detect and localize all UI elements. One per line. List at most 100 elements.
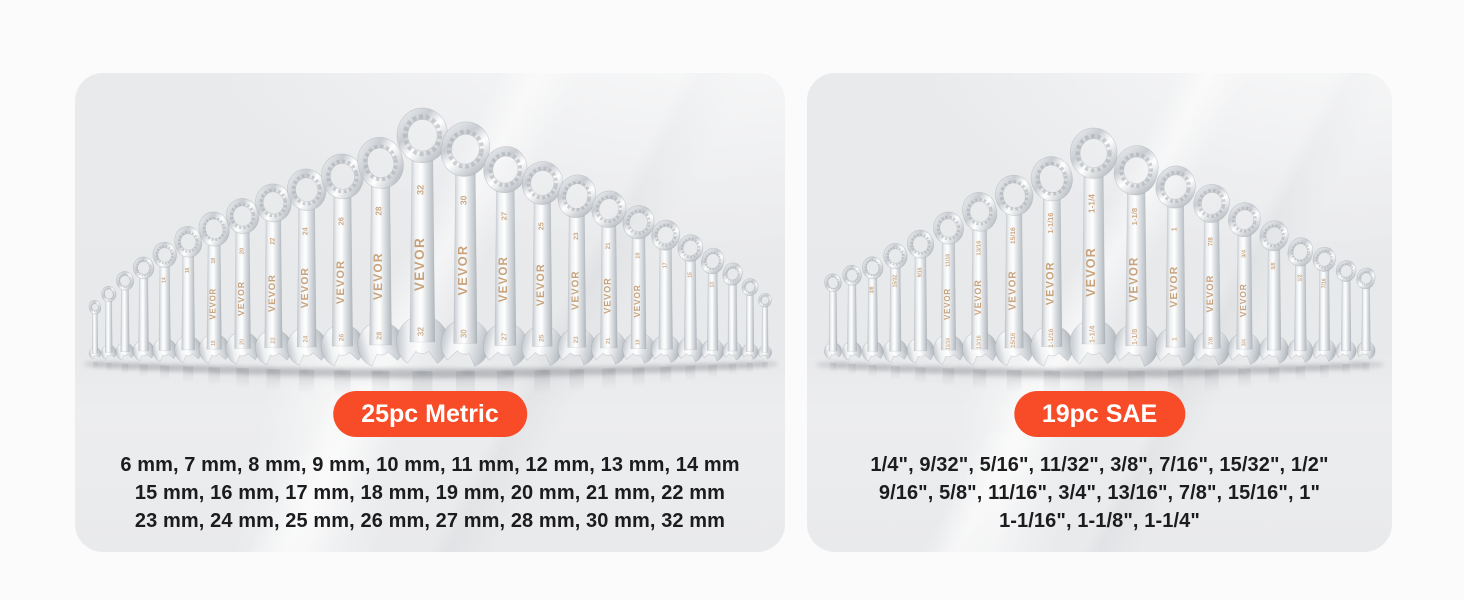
wrench: 19 VEVOR 19 (607, 202, 671, 387)
svg-text:VEVOR: VEVOR (456, 245, 470, 296)
sae-wrenches-svg: 3/815/329/1611/16VEVOR11/1613/16VEVOR13/… (807, 73, 1385, 400)
svg-text:1/2: 1/2 (1297, 274, 1303, 281)
svg-text:28: 28 (375, 206, 384, 215)
svg-text:28: 28 (375, 332, 384, 340)
wrench: 15 (665, 232, 716, 381)
svg-text:11/16: 11/16 (946, 338, 952, 350)
svg-text:1: 1 (1171, 227, 1179, 231)
svg-text:1-1/8: 1-1/8 (1130, 207, 1139, 225)
svg-text:30: 30 (459, 329, 468, 338)
svg-text:VEVOR: VEVOR (570, 271, 581, 311)
svg-text:22: 22 (270, 337, 276, 343)
metric-badge: 25pc Metric (333, 391, 527, 437)
svg-text:24: 24 (303, 227, 310, 235)
svg-text:VEVOR: VEVOR (535, 263, 547, 306)
svg-text:21: 21 (605, 242, 612, 249)
wrench: 20 VEVOR 20 (209, 195, 276, 389)
svg-text:3/8: 3/8 (870, 286, 876, 293)
svg-text:26: 26 (336, 217, 345, 225)
svg-text:VEVOR: VEVOR (498, 256, 510, 302)
svg-text:15/16: 15/16 (1010, 227, 1017, 244)
wrench (734, 277, 767, 373)
wrench: 9/16 (894, 228, 948, 384)
svg-text:3/4: 3/4 (1241, 249, 1247, 258)
sae-size-list: 1/4", 9/32", 5/16", 11/32", 3/8", 7/16",… (807, 451, 1392, 535)
wrench: 22 VEVOR 22 (237, 180, 310, 391)
sae-wrench-illustration: 3/8 15/32 9/16 11/16 VEVOR 11/16 13/16 VEVOR 13/… (807, 73, 1392, 552)
svg-text:17: 17 (663, 262, 669, 268)
svg-text:VEVOR: VEVOR (209, 288, 218, 320)
svg-text:5/8: 5/8 (1271, 262, 1277, 269)
wrench: 13/16 VEVOR 13/16 (945, 189, 1015, 390)
metric-size-list: 6 mm, 7 mm, 8 mm, 9 mm, 10 mm, 11 mm, 12… (75, 451, 785, 535)
svg-text:13/16: 13/16 (977, 335, 983, 349)
svg-text:13/16: 13/16 (977, 240, 983, 256)
wrench: 5/8 (1245, 218, 1303, 385)
svg-text:VEVOR: VEVOR (335, 260, 347, 304)
svg-text:9/16: 9/16 (918, 267, 924, 277)
wrench: 1/2 (1276, 235, 1326, 382)
svg-text:32: 32 (415, 327, 425, 337)
svg-text:18: 18 (211, 258, 217, 264)
svg-text:19: 19 (636, 339, 642, 345)
svg-text:20: 20 (240, 248, 246, 254)
svg-text:13: 13 (710, 282, 716, 288)
svg-text:VEVOR: VEVOR (1205, 275, 1216, 313)
sae-badge: 19pc SAE (1013, 391, 1186, 437)
svg-text:25: 25 (538, 334, 545, 342)
svg-text:25: 25 (536, 222, 545, 230)
metric-size-line-1: 6 mm, 7 mm, 8 mm, 9 mm, 10 mm, 11 mm, 12… (120, 454, 740, 476)
svg-text:3/4: 3/4 (1241, 339, 1247, 346)
wrench: 25 VEVOR 25 (501, 157, 584, 395)
sae-size-line-3: 1-1/16", 1-1/8", 1-1/4" (999, 510, 1200, 532)
svg-text:VEVOR: VEVOR (267, 274, 278, 312)
wrench: 18 VEVOR 18 (184, 209, 245, 386)
svg-text:16: 16 (185, 267, 191, 273)
wrench (1348, 266, 1385, 374)
svg-text:VEVOR: VEVOR (1008, 270, 1019, 310)
metric-wrench-illustration: 14 16 18 VEVOR 18 20 VEVOR 20 22 VEVOR 22 24 VEVOR 24… (75, 73, 785, 552)
svg-text:VEVOR: VEVOR (943, 288, 952, 320)
wrench: 3/4 VEVOR 3/4 (1212, 199, 1277, 389)
svg-text:1-1/16: 1-1/16 (1048, 328, 1055, 347)
metric-wrenches-svg: 141618VEVOR1820VEVOR2022VEVOR2224VEVOR24… (75, 73, 779, 403)
wrench: 24 VEVOR 24 (267, 165, 347, 394)
svg-text:7/16: 7/16 (1321, 278, 1327, 288)
svg-text:15/32: 15/32 (892, 275, 898, 288)
wrench (83, 299, 107, 370)
wrench: 23 VEVOR 23 (539, 171, 615, 393)
metric-size-line-2: 15 mm, 16 mm, 17 mm, 18 mm, 19 mm, 20 mm… (134, 482, 726, 504)
svg-text:VEVOR: VEVOR (236, 281, 246, 316)
svg-text:7/8: 7/8 (1209, 336, 1215, 345)
svg-text:30: 30 (458, 195, 468, 205)
svg-text:26: 26 (338, 334, 345, 342)
svg-text:19: 19 (636, 252, 642, 258)
svg-text:15: 15 (687, 272, 693, 278)
svg-text:1-1/4: 1-1/4 (1088, 325, 1097, 343)
svg-text:1-1/16: 1-1/16 (1046, 213, 1055, 234)
svg-text:7/8: 7/8 (1208, 237, 1215, 246)
svg-text:20: 20 (240, 339, 246, 345)
svg-text:18: 18 (211, 340, 217, 346)
svg-text:23: 23 (573, 232, 580, 240)
svg-text:VEVOR: VEVOR (602, 277, 612, 313)
wrench: 11/16 VEVOR 11/16 (918, 209, 980, 387)
wrench: 21 VEVOR 21 (574, 187, 644, 390)
sae-set-panel: 3/8 15/32 9/16 11/16 VEVOR 11/16 13/16 VEVOR 13/… (807, 73, 1392, 552)
wrench: 1-1/4 VEVOR 1-1/4 (1046, 128, 1142, 400)
svg-text:27: 27 (500, 333, 508, 341)
svg-text:1-1/4: 1-1/4 (1087, 194, 1097, 213)
svg-text:22: 22 (269, 237, 276, 245)
svg-text:VEVOR: VEVOR (300, 267, 311, 308)
svg-text:VEVOR: VEVOR (1238, 283, 1248, 317)
wrench: 13 (690, 246, 736, 379)
wrench (713, 261, 752, 376)
sae-size-line-2: 9/16", 5/8", 11/16", 3/4", 13/16", 7/8",… (878, 482, 1321, 504)
svg-text:VEVOR: VEVOR (1168, 266, 1180, 308)
wrench: 28 VEVOR 28 (335, 133, 427, 399)
svg-text:VEVOR: VEVOR (412, 237, 427, 291)
wrench: 1-1/16 VEVOR 1-1/16 (1010, 153, 1094, 396)
svg-text:1-1/8: 1-1/8 (1131, 329, 1139, 345)
sae-size-line-1: 1/4", 9/32", 5/16", 11/32", 3/8", 7/16",… (870, 454, 1329, 476)
